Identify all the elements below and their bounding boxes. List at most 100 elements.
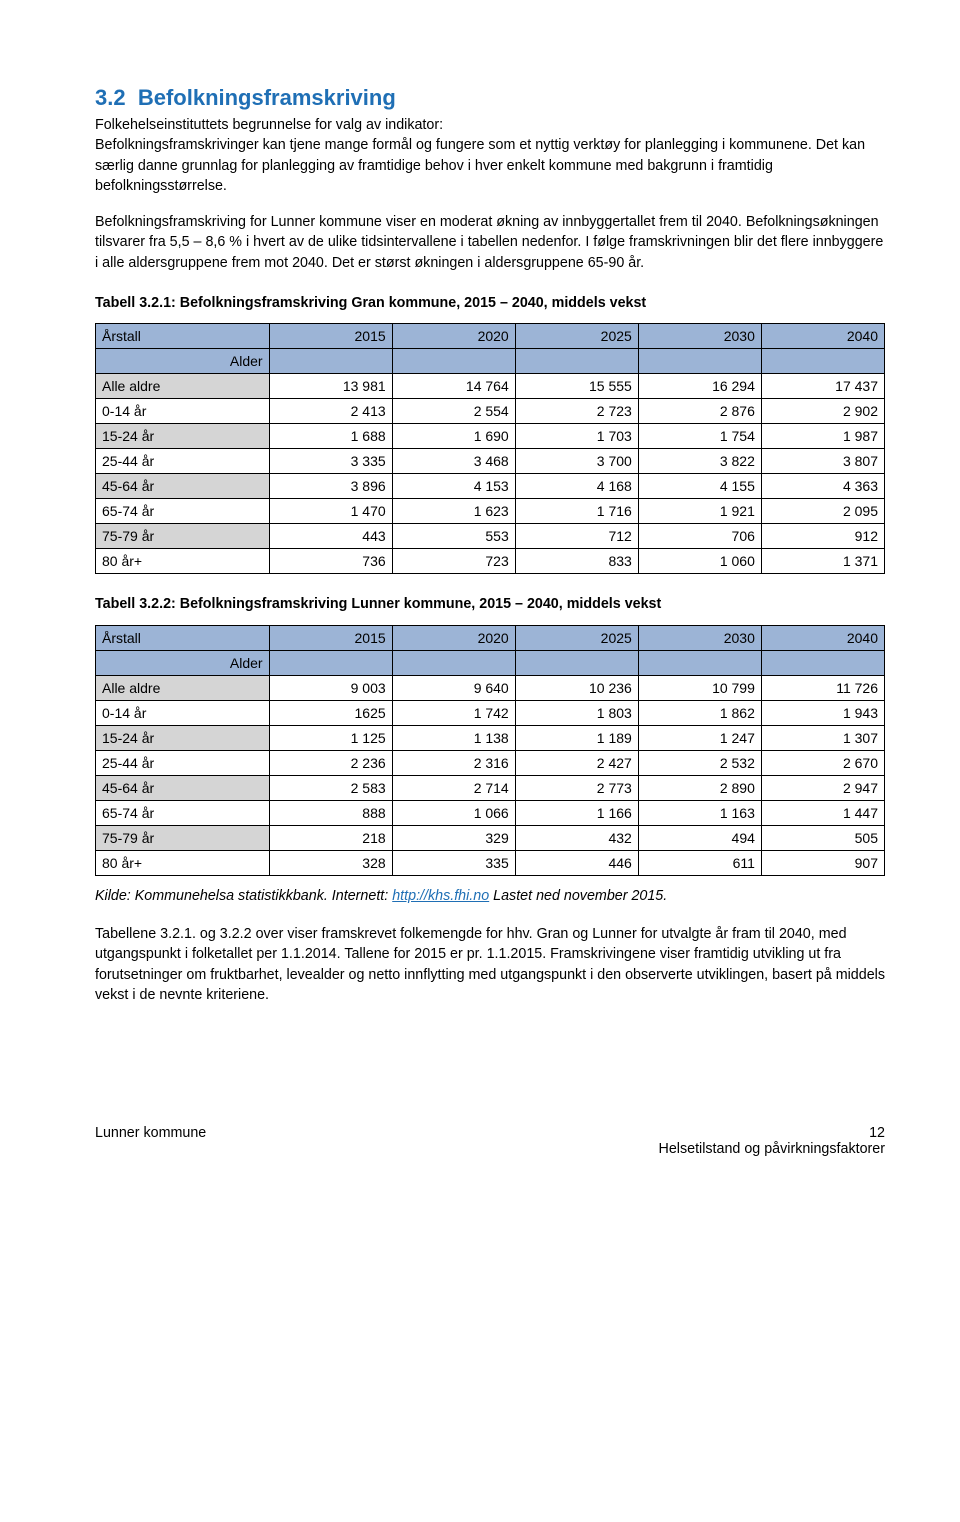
table-lunner: Årstall20152020202520302040Alder Alle al… — [95, 625, 885, 876]
data-cell: 1 189 — [515, 725, 638, 750]
source-suffix: Lastet ned november 2015. — [489, 888, 667, 904]
data-cell: 907 — [761, 850, 884, 875]
row-label: 0-14 år — [96, 700, 270, 725]
empty-cell — [392, 349, 515, 374]
table-row: 45-64 år2 5832 7142 7732 8902 947 — [96, 775, 885, 800]
row-label: 25-44 år — [96, 750, 270, 775]
data-cell: 17 437 — [761, 374, 884, 399]
table-gran: Årstall20152020202520302040Alder Alle al… — [95, 323, 885, 574]
table-row: 80 år+328335446611907 — [96, 850, 885, 875]
data-cell: 2 532 — [638, 750, 761, 775]
data-cell: 4 153 — [392, 474, 515, 499]
table-header-row: Årstall20152020202520302040 — [96, 625, 885, 650]
row-label: 65-74 år — [96, 499, 270, 524]
table-row: 0-14 år2 4132 5542 7232 8762 902 — [96, 399, 885, 424]
data-cell: 2 773 — [515, 775, 638, 800]
data-cell: 2 876 — [638, 399, 761, 424]
table-row: 75-79 år443553712706912 — [96, 524, 885, 549]
data-cell: 3 822 — [638, 449, 761, 474]
year-header: 2015 — [269, 324, 392, 349]
section-number: 3.2 — [95, 85, 126, 110]
data-cell: 9 640 — [392, 675, 515, 700]
table-row: 15-24 år1 6881 6901 7031 7541 987 — [96, 424, 885, 449]
table-row: 65-74 år8881 0661 1661 1631 447 — [96, 800, 885, 825]
empty-cell — [392, 650, 515, 675]
data-cell: 329 — [392, 825, 515, 850]
data-cell: 1 371 — [761, 549, 884, 574]
data-cell: 736 — [269, 549, 392, 574]
data-cell: 218 — [269, 825, 392, 850]
table-row: 15-24 år1 1251 1381 1891 2471 307 — [96, 725, 885, 750]
table-row: Alle aldre13 98114 76415 55516 29417 437 — [96, 374, 885, 399]
data-cell: 13 981 — [269, 374, 392, 399]
data-cell: 1 125 — [269, 725, 392, 750]
data-cell: 1625 — [269, 700, 392, 725]
source-prefix: Kilde: Kommunehelsa statistikkbank. Inte… — [95, 888, 392, 904]
data-cell: 1 921 — [638, 499, 761, 524]
data-cell: 3 896 — [269, 474, 392, 499]
row-sublabel: Alder — [96, 650, 270, 675]
row-sublabel: Alder — [96, 349, 270, 374]
year-header: 2040 — [761, 625, 884, 650]
data-cell: 1 754 — [638, 424, 761, 449]
data-cell: 4 155 — [638, 474, 761, 499]
data-cell: 9 003 — [269, 675, 392, 700]
year-header: 2020 — [392, 625, 515, 650]
data-cell: 833 — [515, 549, 638, 574]
data-cell: 16 294 — [638, 374, 761, 399]
row-label: 65-74 år — [96, 800, 270, 825]
data-cell: 443 — [269, 524, 392, 549]
source-link[interactable]: http://khs.fhi.no — [392, 888, 489, 904]
year-header: 2015 — [269, 625, 392, 650]
data-cell: 1 163 — [638, 800, 761, 825]
table2-caption: Tabell 3.2.2: Befolkningsframskriving Lu… — [95, 594, 885, 614]
data-cell: 553 — [392, 524, 515, 549]
year-header: 2025 — [515, 324, 638, 349]
data-cell: 1 862 — [638, 700, 761, 725]
data-cell: 4 168 — [515, 474, 638, 499]
data-cell: 2 236 — [269, 750, 392, 775]
data-cell: 1 470 — [269, 499, 392, 524]
empty-cell — [515, 349, 638, 374]
data-cell: 1 688 — [269, 424, 392, 449]
table-row: 75-79 år218329432494505 — [96, 825, 885, 850]
row-label: 15-24 år — [96, 424, 270, 449]
data-cell: 1 690 — [392, 424, 515, 449]
data-cell: 912 — [761, 524, 884, 549]
empty-cell — [638, 650, 761, 675]
data-cell: 2 947 — [761, 775, 884, 800]
data-cell: 611 — [638, 850, 761, 875]
data-cell: 1 447 — [761, 800, 884, 825]
data-cell: 2 890 — [638, 775, 761, 800]
data-cell: 723 — [392, 549, 515, 574]
data-cell: 2 095 — [761, 499, 884, 524]
page-footer: Lunner kommune 12 Helsetilstand og påvir… — [95, 1125, 885, 1157]
data-cell: 1 703 — [515, 424, 638, 449]
empty-cell — [515, 650, 638, 675]
table-sublabel-row: Alder — [96, 349, 885, 374]
data-cell: 2 583 — [269, 775, 392, 800]
empty-cell — [761, 349, 884, 374]
data-cell: 2 714 — [392, 775, 515, 800]
data-cell: 2 723 — [515, 399, 638, 424]
footer-left: Lunner kommune — [95, 1125, 206, 1157]
paragraph-rationale: Befolkningsframskrivinger kan tjene mang… — [95, 135, 885, 196]
data-cell: 10 799 — [638, 675, 761, 700]
row-label: 25-44 år — [96, 449, 270, 474]
data-cell: 1 623 — [392, 499, 515, 524]
data-cell: 712 — [515, 524, 638, 549]
page-number: 12 — [659, 1125, 885, 1141]
header-label: Årstall — [96, 625, 270, 650]
table-row: 0-14 år16251 7421 8031 8621 943 — [96, 700, 885, 725]
data-cell: 1 060 — [638, 549, 761, 574]
section-title-text: Befolkningsframskriving — [138, 85, 396, 110]
year-header: 2030 — [638, 625, 761, 650]
table-header-row: Årstall20152020202520302040 — [96, 324, 885, 349]
row-label: 80 år+ — [96, 850, 270, 875]
table-row: 25-44 år2 2362 3162 4272 5322 670 — [96, 750, 885, 775]
source-line: Kilde: Kommunehelsa statistikkbank. Inte… — [95, 886, 885, 906]
data-cell: 432 — [515, 825, 638, 850]
data-cell: 3 700 — [515, 449, 638, 474]
section-heading: 3.2 Befolkningsframskriving — [95, 85, 885, 111]
data-cell: 2 902 — [761, 399, 884, 424]
